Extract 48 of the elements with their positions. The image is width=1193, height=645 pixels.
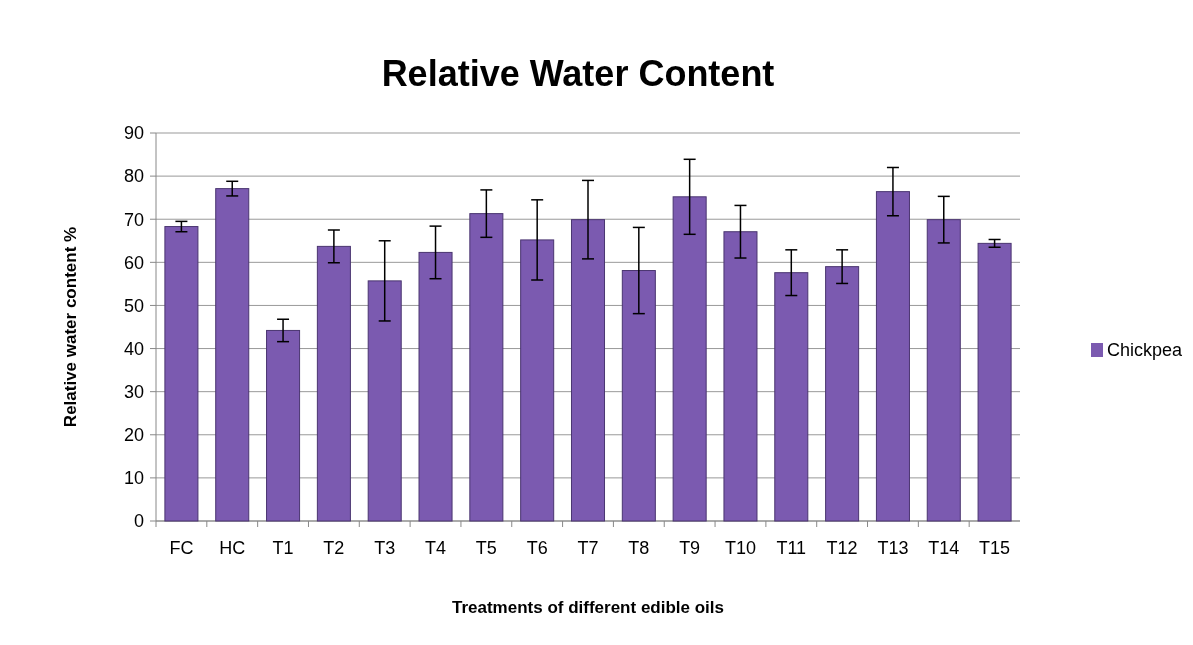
y-tick-label: 70	[123, 209, 144, 230]
x-tick-label: T3	[374, 538, 396, 558]
x-tick-label: T15	[979, 538, 1011, 558]
y-tick-label: 60	[123, 252, 144, 273]
x-tick-label: T8	[628, 538, 650, 558]
x-tick-label: T14	[928, 538, 960, 558]
bar	[215, 188, 250, 522]
bar	[316, 245, 351, 522]
x-tick-label: T7	[577, 538, 599, 558]
x-tick-label: T6	[526, 538, 548, 558]
bar	[621, 270, 656, 522]
y-axis-title: Relative water content %	[61, 226, 80, 428]
y-tick-label: 10	[123, 468, 144, 489]
chart-title: Relative Water Content	[381, 53, 775, 94]
bar	[266, 329, 301, 522]
bar	[164, 226, 199, 522]
x-tick-label: T2	[323, 538, 345, 558]
bar	[469, 213, 504, 522]
bar	[520, 239, 555, 522]
bar	[875, 191, 910, 522]
x-tick-label: T9	[679, 538, 701, 558]
bar	[774, 272, 809, 522]
bar	[418, 251, 453, 522]
x-tick-label: T1	[272, 538, 294, 558]
bar	[570, 219, 606, 522]
x-axis-title: Treatments of different edible oils	[451, 598, 725, 617]
x-tick-label: T12	[826, 538, 858, 558]
y-tick-label: 30	[123, 381, 144, 402]
y-tick-label: 50	[123, 295, 144, 316]
legend-label: Chickpea	[1107, 340, 1184, 361]
y-tick-label: 20	[123, 425, 144, 446]
x-tick-label: T10	[724, 538, 756, 558]
y-tick-label: 40	[123, 338, 144, 359]
bar	[723, 231, 758, 522]
bar	[367, 280, 402, 522]
x-tick-label: T13	[877, 538, 909, 558]
bar	[926, 219, 961, 522]
x-tick-label: T4	[425, 538, 447, 558]
x-tick-label: T5	[475, 538, 497, 558]
y-tick-label: 80	[123, 166, 144, 187]
bar	[977, 242, 1012, 522]
x-tick-label: HC	[219, 538, 246, 558]
y-tick-label: 0	[133, 511, 144, 532]
y-tick-label: 90	[123, 123, 144, 144]
bar	[672, 196, 707, 522]
x-tick-label: T11	[776, 538, 807, 558]
x-tick-label: FC	[169, 538, 194, 558]
bar	[825, 266, 860, 522]
